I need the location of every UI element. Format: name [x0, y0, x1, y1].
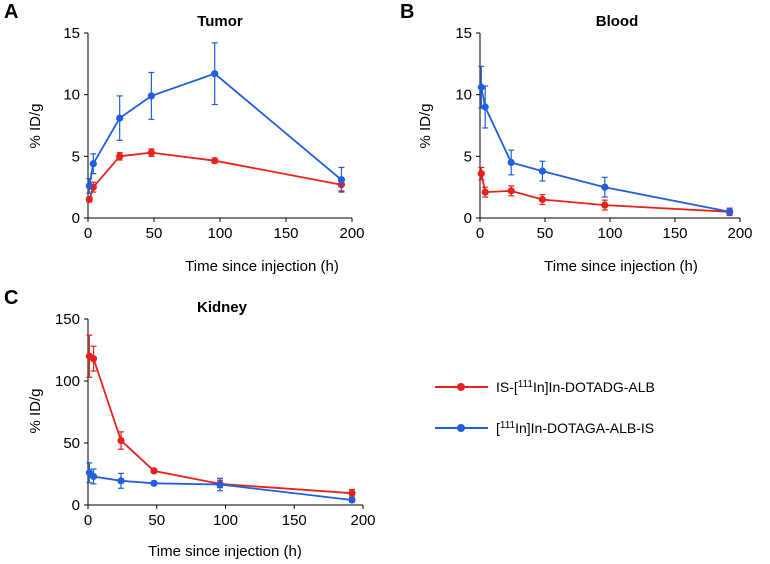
data-point-kidney-dotaga	[89, 472, 98, 481]
panel-title-tumor: Tumor	[197, 13, 243, 30]
data-point-kidney-dotaga	[216, 480, 224, 489]
data-point-blood-dotaga	[507, 158, 515, 167]
x-tick-label-tumor: 150	[273, 225, 298, 242]
panel-letter-c: C	[4, 287, 18, 309]
data-point-kidney-dotaga	[348, 496, 356, 504]
data-point-blood-dotadg	[601, 201, 609, 209]
x-tick-label-kidney: 50	[148, 512, 165, 529]
y-tick-label-tumor: 0	[72, 210, 80, 227]
x-tick-label-tumor: 50	[146, 225, 163, 242]
data-point-tumor-dotadg	[147, 149, 155, 157]
panel-letter-a: A	[4, 1, 18, 23]
data-point-blood-dotaga	[601, 183, 609, 191]
x-tick-label-blood: 150	[662, 225, 687, 242]
y-tick-label-blood: 5	[464, 148, 472, 165]
y-tick-label-tumor: 15	[63, 25, 80, 42]
y-tick-label-kidney: 150	[55, 311, 80, 328]
y-tick-label-blood: 0	[464, 210, 472, 227]
y-tick-label-kidney: 50	[63, 435, 80, 452]
x-tick-label-kidney: 200	[350, 512, 375, 529]
data-point-blood-dotaga	[481, 103, 489, 111]
data-point-blood-dotadg	[477, 170, 485, 178]
y-axis-label-kidney: % ID/g	[27, 388, 44, 433]
legend: IS-[111In]In-DOTADG-ALB [111In]In-DOTAGA…	[435, 379, 655, 436]
data-point-kidney-dotadg	[89, 355, 98, 363]
x-axis-label-blood: Time since injection (h)	[544, 258, 698, 275]
data-point-tumor-dotaga	[85, 182, 93, 190]
data-point-blood-dotadg	[481, 188, 489, 196]
legend-label-dotaga: [111In]In-DOTAGA-ALB-IS	[496, 420, 654, 436]
x-tick-label-blood: 100	[597, 225, 622, 242]
legend-marker-dotadg	[457, 383, 465, 391]
y-tick-label-blood: 10	[455, 87, 472, 104]
y-tick-label-tumor: 10	[63, 87, 80, 104]
x-axis-label-kidney: Time since injection (h)	[148, 543, 302, 560]
data-point-blood-dotadg	[507, 187, 515, 195]
data-point-tumor-dotaga	[211, 70, 219, 78]
data-point-kidney-dotadg	[348, 489, 356, 497]
legend-item-dotaga: [111In]In-DOTAGA-ALB-IS	[435, 420, 654, 436]
data-point-blood-dotaga	[538, 167, 547, 175]
series-line-tumor-dotaga	[88, 72, 342, 187]
panel-letter-b: B	[400, 1, 414, 23]
data-point-blood-dotaga	[477, 83, 485, 91]
x-tick-label-kidney: 100	[213, 512, 238, 529]
x-axis-label-tumor: Time since injection (h)	[185, 258, 339, 275]
legend-marker-dotaga	[457, 424, 465, 432]
panel-kidney: C Kidney Time since injection (h) % ID/g…	[4, 287, 376, 560]
data-point-tumor-dotaga	[337, 176, 346, 184]
legend-item-dotadg: IS-[111In]In-DOTADG-ALB	[435, 379, 655, 395]
data-point-tumor-dotaga	[89, 160, 97, 168]
data-point-kidney-dotadg	[117, 436, 125, 445]
data-point-tumor-dotaga	[147, 92, 155, 100]
data-point-tumor-dotadg	[116, 152, 124, 160]
x-tick-label-blood: 0	[476, 225, 484, 242]
x-tick-label-blood: 200	[727, 225, 752, 242]
x-tick-label-kidney: 0	[84, 512, 92, 529]
data-point-kidney-dotaga	[117, 477, 125, 485]
x-tick-label-tumor: 0	[84, 225, 92, 242]
y-axis-label-tumor: % ID/g	[27, 103, 44, 148]
series-line-kidney-dotadg	[88, 355, 353, 495]
y-tick-label-blood: 15	[455, 25, 472, 42]
data-point-kidney-dotadg	[150, 467, 158, 475]
y-tick-label-kidney: 100	[55, 373, 80, 390]
data-point-tumor-dotadg	[211, 157, 219, 165]
y-tick-label-tumor: 5	[72, 148, 80, 165]
x-tick-label-blood: 50	[537, 225, 554, 242]
y-axis-label-blood: % ID/g	[417, 103, 434, 148]
panel-title-kidney: Kidney	[197, 299, 248, 316]
data-point-kidney-dotaga	[150, 479, 158, 487]
data-point-tumor-dotadg	[85, 195, 93, 204]
x-tick-label-tumor: 200	[339, 225, 364, 242]
x-tick-label-tumor: 100	[207, 225, 232, 242]
data-point-blood-dotadg	[538, 195, 547, 204]
data-point-blood-dotaga	[726, 208, 734, 216]
data-point-tumor-dotaga	[116, 114, 124, 122]
x-tick-label-kidney: 150	[282, 512, 307, 529]
panel-title-blood: Blood	[596, 13, 639, 30]
panel-tumor: A Tumor Time since injection (h) % ID/g …	[4, 1, 365, 275]
panel-blood: B Blood Time since injection (h) % ID/g …	[400, 1, 753, 275]
y-tick-label-kidney: 0	[72, 497, 80, 514]
legend-label-dotadg: IS-[111In]In-DOTADG-ALB	[496, 379, 655, 395]
